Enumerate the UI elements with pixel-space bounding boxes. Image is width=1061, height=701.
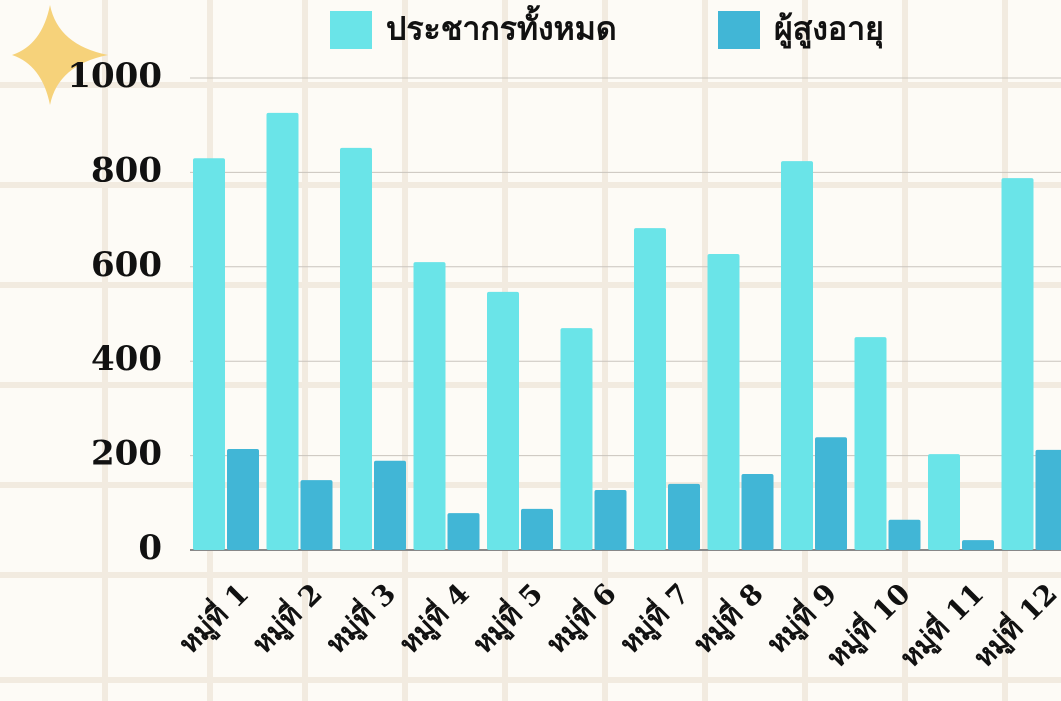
bar (815, 437, 847, 550)
bar (560, 328, 593, 550)
y-tick-label: 600 (91, 245, 162, 285)
x-tick-label: หมู่ที่ 6 (537, 574, 624, 661)
bar (447, 513, 480, 550)
y-tick-label: 800 (91, 150, 162, 190)
bar (781, 161, 813, 550)
y-tick-label: 200 (91, 434, 162, 474)
bar (227, 448, 259, 550)
bar (487, 291, 519, 550)
bar (266, 112, 299, 550)
y-tick-label: 1000 (67, 56, 162, 96)
legend-label: ผู้สูงอายุ (774, 10, 884, 50)
bar (374, 460, 406, 550)
bar (300, 480, 333, 550)
bar (521, 508, 553, 550)
legend-label: ประชากรทั้งหมด (386, 5, 617, 48)
y-tick-label: 0 (138, 528, 162, 568)
bar (1035, 449, 1061, 550)
legend-swatch (718, 11, 760, 49)
bar (962, 540, 994, 550)
x-tick-label: หมู่ที่ 7 (610, 574, 697, 661)
bar (340, 147, 372, 550)
bar (193, 158, 225, 551)
legend-swatch (330, 11, 372, 49)
bar (1001, 178, 1034, 550)
x-tick-label: หมู่ที่ 3 (316, 574, 403, 661)
y-tick-label: 400 (91, 339, 162, 379)
bar (741, 474, 774, 550)
x-tick-label: หมู่ที่ 2 (243, 574, 330, 661)
bar (928, 454, 960, 550)
bar (594, 490, 627, 550)
x-tick-label: หมู่ที่ 8 (684, 574, 771, 661)
bar (634, 228, 666, 550)
star-decoration (12, 5, 108, 105)
bar (888, 519, 921, 550)
bar (854, 337, 887, 550)
bar (668, 483, 700, 550)
bar (413, 262, 446, 550)
bar (707, 254, 740, 550)
